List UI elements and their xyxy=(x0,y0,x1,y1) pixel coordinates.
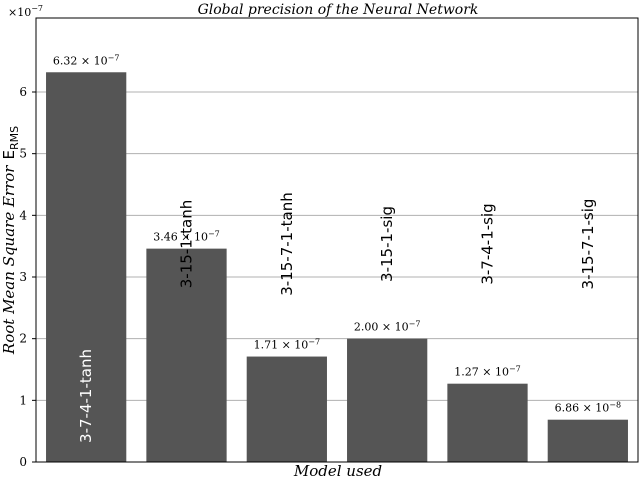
bar xyxy=(547,419,628,462)
y-axis-label-main: Root Mean Square Error xyxy=(0,165,18,355)
category-label: 3-7-4-1-tanh xyxy=(77,349,95,443)
value-label: 1.27 × 10−7 xyxy=(454,365,521,379)
bar xyxy=(146,248,227,462)
y-tick-label: 6 xyxy=(19,85,27,99)
value-labels: 6.32 × 10−7 3.46 × 10−7 1.71 × 10−7 2.00 × … xyxy=(53,53,621,414)
value-label: 6.86 × 10−8 xyxy=(555,401,622,415)
bars xyxy=(46,72,628,463)
y-tick-label: 3 xyxy=(19,270,27,284)
axis-multiplier-base: ×10 xyxy=(8,6,31,19)
bar xyxy=(246,356,327,462)
bar xyxy=(347,338,428,462)
y-tick-label: 0 xyxy=(19,455,27,469)
value-label: 2.00 × 10−7 xyxy=(354,320,421,334)
plot-frame xyxy=(35,17,639,463)
category-label: 3-15-1-tanh xyxy=(178,200,196,289)
y-tick-label: 1 xyxy=(19,393,27,407)
value-label: 3.46 × 10−7 xyxy=(153,230,220,244)
bar xyxy=(447,383,528,462)
value-label: 6.32 × 10−7 xyxy=(53,53,119,67)
y-tick-label: 4 xyxy=(19,208,27,222)
category-label: 3-15-7-1-tanh xyxy=(278,192,296,295)
axis-multiplier-exponent: −7 xyxy=(31,4,43,13)
y-tick-label: 5 xyxy=(19,147,27,161)
svg-text:Root Mean Square ErrorERMS: Root Mean Square Error ERMS xyxy=(0,126,21,355)
value-label: 1.71 × 10−7 xyxy=(254,338,321,352)
y-axis-ticks: 0 1 2 3 4 5 6 xyxy=(19,85,36,469)
x-axis-label: Model used xyxy=(293,462,382,478)
y-axis-label: Root Mean Square Error ERMS xyxy=(0,126,21,355)
y-tick-label: 2 xyxy=(19,332,27,346)
category-label: 3-15-7-1-sig xyxy=(579,199,597,290)
category-label: 3-7-4-1-sig xyxy=(479,203,497,284)
y-axis-label-subscript: RMS xyxy=(8,126,21,150)
axis-multiplier: ×10−7 xyxy=(8,4,43,19)
grid-lines xyxy=(36,91,638,401)
category-label: 3-15-1-sig xyxy=(378,206,396,282)
svg-text:×10−7: ×10−7 xyxy=(8,4,43,19)
bar xyxy=(46,72,127,463)
y-axis-label-symbol: E xyxy=(0,150,18,159)
chart-title: Global precision of the Neural Network xyxy=(198,2,479,18)
category-labels: 3-7-4-1-tanh 3-15-1-tanh 3-15-7-1-tanh 3-15… xyxy=(77,192,597,443)
